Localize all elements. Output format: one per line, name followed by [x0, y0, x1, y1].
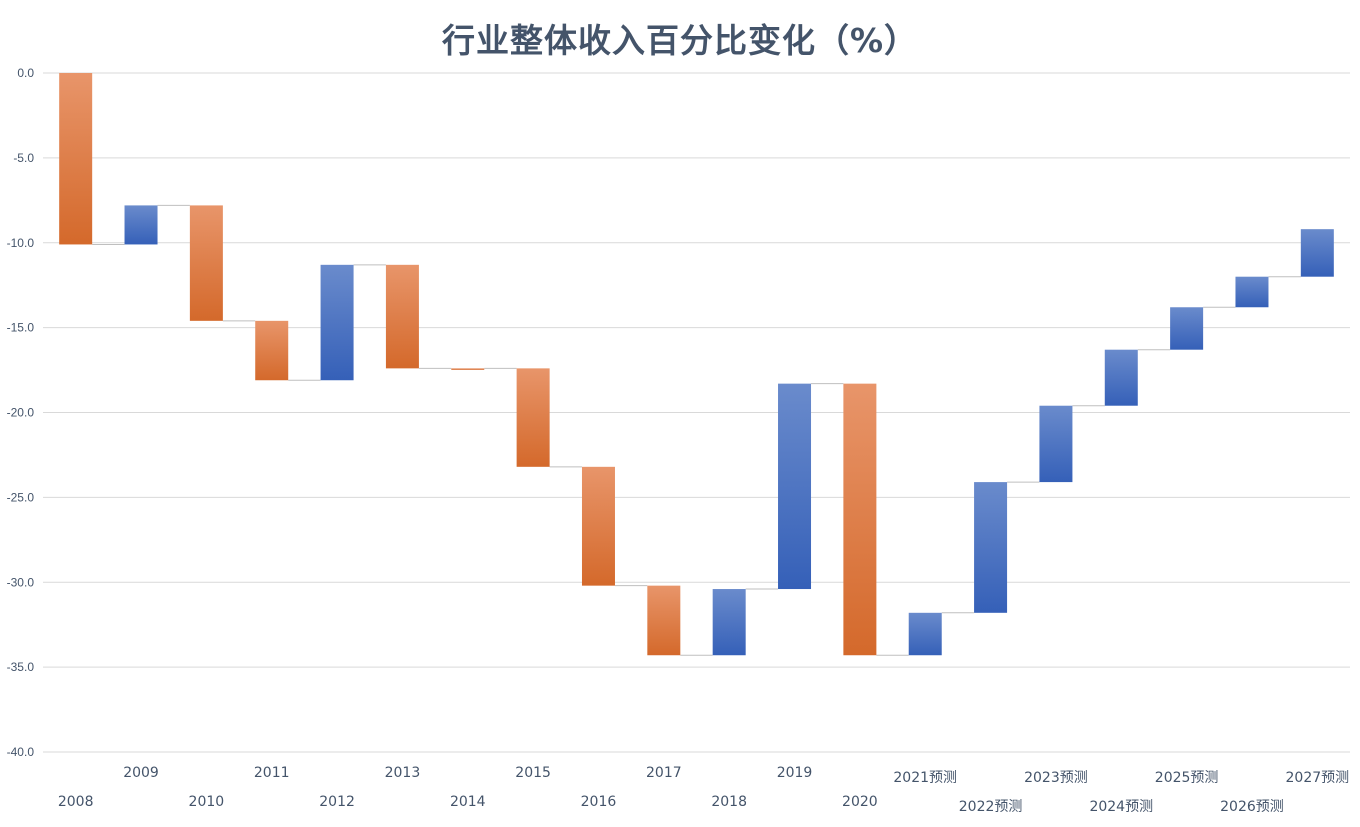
x-category-label: 2017: [646, 765, 682, 781]
y-tick-label: -15.0: [7, 321, 35, 335]
bar-2023预测: [1039, 405, 1073, 483]
bar-2014: [451, 368, 485, 370]
bar-2024预测: [1104, 349, 1138, 406]
x-category-label: 2014: [450, 794, 486, 810]
y-tick-label: -20.0: [7, 406, 35, 420]
x-axis-labels: 2008 2009 2010 2011 2012 2013 2014 2015 2016 2017…: [58, 765, 1349, 815]
x-category-label: 2008: [58, 794, 94, 810]
bar-2019: [778, 383, 812, 590]
bar-2013: [385, 264, 419, 369]
bar-2016: [581, 466, 615, 586]
bar-2020: [843, 383, 877, 656]
x-category-label: 2024预测: [1089, 799, 1153, 815]
bar-2017: [647, 585, 681, 656]
bar-2022预测: [974, 482, 1008, 613]
y-tick-label: -10.0: [7, 236, 35, 250]
x-category-label: 2016: [581, 794, 617, 810]
x-category-label: 2018: [711, 794, 747, 810]
bar-2018: [712, 589, 746, 656]
bar-2025预测: [1170, 307, 1204, 350]
bars: [59, 73, 1334, 656]
x-category-label: 2019: [777, 765, 813, 781]
y-axis-ticks: 0.0 -5.0 -10.0 -15.0 -20.0 -25.0 -30.0 -35.0 -40…: [7, 66, 35, 759]
x-category-label: 2012: [319, 794, 355, 810]
y-tick-label: 0.0: [17, 66, 34, 80]
x-category-label: 2022预测: [959, 799, 1023, 815]
x-category-label: 2023预测: [1024, 770, 1088, 786]
x-category-label: 2010: [189, 794, 225, 810]
gridlines: [43, 72, 1350, 753]
y-tick-label: -25.0: [7, 490, 35, 504]
bar-2009: [124, 205, 158, 245]
bar-2021预测: [908, 612, 942, 656]
x-category-label: 2025预测: [1155, 770, 1219, 786]
bar-2008: [59, 73, 93, 245]
bar-2012: [320, 264, 354, 381]
connectors: [92, 204, 1301, 656]
chart-title: 行业整体收入百分比变化（%）: [441, 21, 919, 60]
y-tick-label: -40.0: [7, 745, 35, 759]
y-tick-label: -30.0: [7, 575, 35, 589]
bar-2010: [189, 205, 223, 321]
y-tick-label: -35.0: [7, 660, 35, 674]
x-category-label: 2020: [842, 794, 878, 810]
x-category-label: 2026预测: [1220, 799, 1284, 815]
y-tick-label: -5.0: [13, 151, 34, 165]
x-category-label: 2021预测: [893, 770, 957, 786]
bar-2027预测: [1300, 229, 1334, 277]
x-category-label: 2013: [385, 765, 421, 781]
bar-2015: [516, 368, 550, 467]
x-category-label: 2027预测: [1286, 770, 1350, 786]
bar-2026预测: [1235, 276, 1269, 308]
bar-2011: [255, 320, 289, 381]
x-category-label: 2011: [254, 765, 290, 781]
x-category-label: 2009: [123, 765, 159, 781]
x-category-label: 2015: [515, 765, 551, 781]
